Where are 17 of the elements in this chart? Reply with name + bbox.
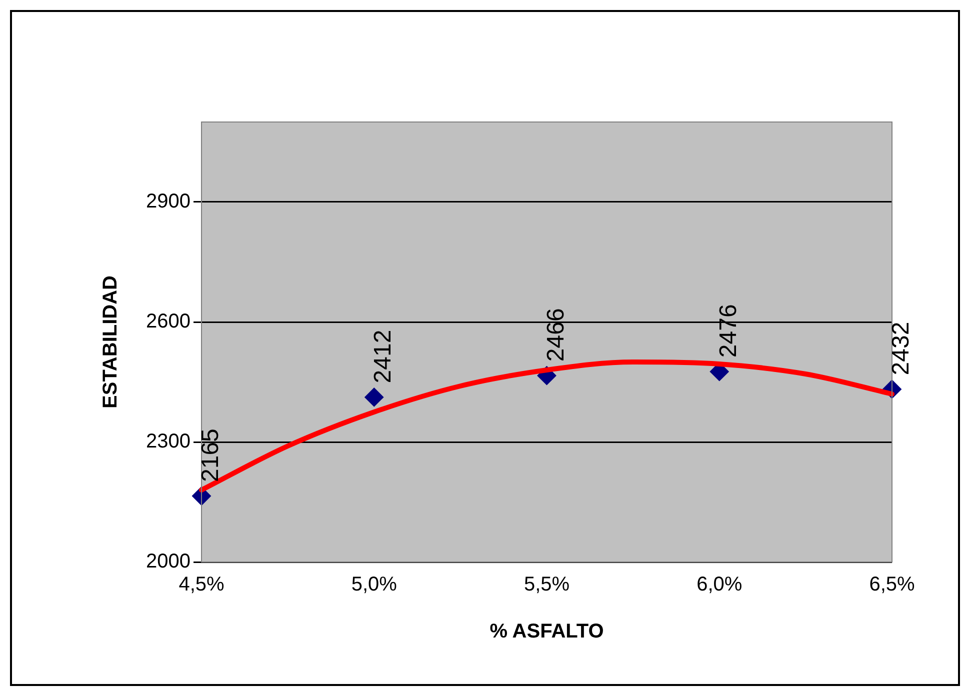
y-tick-label: 2900 <box>146 190 190 213</box>
x-tick-label: 5,0% <box>351 574 398 596</box>
x-tick-label: 6,0% <box>696 574 742 596</box>
data-label: 2432 <box>888 322 915 376</box>
y-axis-title: ESTABILIDAD <box>100 276 122 408</box>
data-label: 2412 <box>370 330 397 384</box>
x-axis-title: % ASFALTO <box>490 620 604 643</box>
point <box>364 388 384 407</box>
x-tick-label: 5,5% <box>524 574 570 596</box>
y-tick-label: 2000 <box>146 550 190 573</box>
data-label: 2466 <box>542 308 570 362</box>
data-label: 2165 <box>197 428 224 482</box>
data-label: 2476 <box>715 304 742 358</box>
x-tick-label: 6,5% <box>869 574 916 596</box>
y-tick-label: 2300 <box>146 430 190 453</box>
x-tick-label: 4,5% <box>178 574 224 596</box>
y-tick-label: 2600 <box>146 310 190 333</box>
